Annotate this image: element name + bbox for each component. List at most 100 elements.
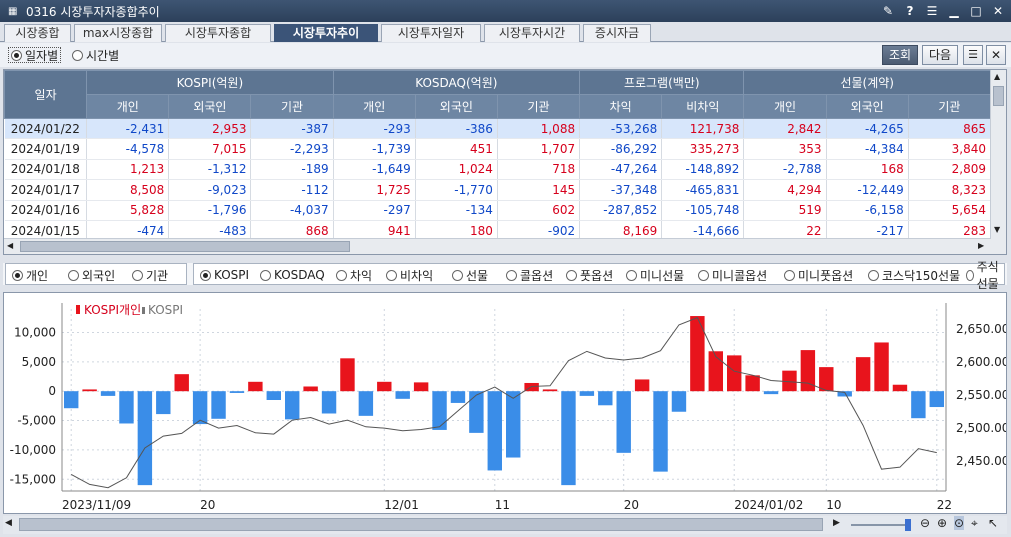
- radio-option[interactable]: 미니풋옵션: [784, 267, 853, 283]
- col-header: 비차익: [661, 94, 745, 119]
- investor-trend-chart: 10,000 5,000 0 -5,000 -10,000 -15,000 2,650.00…: [3, 292, 1009, 514]
- y-right-tick-label: 2,500.00: [956, 421, 1006, 435]
- zoom-fit-icon[interactable]: ⊙: [954, 516, 965, 530]
- radio-option[interactable]: 기관: [132, 267, 168, 283]
- vertical-scroll-thumb[interactable]: [993, 86, 1004, 106]
- col-header: 차익: [579, 94, 663, 119]
- col-header: 기관: [496, 94, 581, 119]
- value-cell: 168: [826, 159, 909, 181]
- chart-scroll-left-icon[interactable]: ◀: [5, 518, 12, 528]
- table-row[interactable]: 2024/01/16 5,828 -1,796 -4,037 -297 -134 602 -2…: [4, 200, 992, 221]
- radio-option[interactable]: 미니선물: [626, 267, 684, 283]
- bar: [874, 342, 889, 392]
- bar: [579, 391, 595, 396]
- radio-option[interactable]: 콜옵션: [506, 267, 553, 283]
- tab-market-funds[interactable]: 증시자금: [583, 24, 651, 42]
- scroll-right-icon[interactable]: ▶: [978, 241, 985, 250]
- close-icon[interactable]: ✕: [992, 4, 1004, 18]
- scroll-down-icon[interactable]: ▼: [994, 225, 1001, 234]
- bar: [432, 391, 447, 430]
- value-cell: -53,268: [579, 118, 663, 140]
- radio-by-time-label: 시간별: [86, 48, 120, 63]
- radio-option[interactable]: 코스닥150선물: [868, 267, 960, 283]
- close-panel-icon[interactable]: ✕: [986, 45, 1006, 65]
- window-controls: ✎ ? ☰ ▁ □ ✕: [881, 4, 1005, 18]
- bar: [395, 391, 410, 399]
- value-cell: -4,578: [86, 138, 170, 160]
- cursor-tool-icon[interactable]: ↖: [988, 516, 999, 530]
- radio-dot: [72, 49, 83, 61]
- radio-option[interactable]: 주식선물: [966, 260, 1004, 291]
- bar: [340, 358, 355, 392]
- radio-label: KOSPI: [214, 268, 250, 282]
- menu-icon[interactable]: ☰: [926, 4, 938, 18]
- pin-icon[interactable]: ✎: [882, 4, 894, 18]
- list-icon[interactable]: ☰: [963, 45, 983, 65]
- date-header: 일자: [3, 70, 88, 119]
- zoom-slider-track[interactable]: [851, 524, 911, 526]
- bar: [855, 357, 871, 392]
- value-cell: 865: [908, 118, 992, 140]
- tab-market-summary[interactable]: 시장종합: [4, 24, 71, 42]
- tab-investor-by-time[interactable]: 시장투자시간: [484, 24, 580, 42]
- bar: [450, 391, 466, 403]
- value-cell: -4,265: [826, 118, 909, 140]
- radio-option[interactable]: 풋옵션: [566, 267, 613, 283]
- tab-investor-summary[interactable]: 시장투자종합: [165, 24, 271, 42]
- bar: [303, 386, 318, 392]
- zoom-out-icon[interactable]: ⊖: [920, 516, 931, 530]
- bar: [266, 391, 281, 400]
- help-icon[interactable]: ?: [906, 4, 914, 18]
- radio-by-time[interactable]: 시간별: [72, 47, 119, 63]
- y-right-tick-label: 2,450.00: [956, 454, 1006, 468]
- grid-vertical-scrollbar[interactable]: ▲ ▼: [990, 70, 1006, 254]
- query-button[interactable]: 조회: [882, 45, 918, 65]
- value-cell: 718: [497, 159, 581, 181]
- table-row[interactable]: 2024/01/22 -2,431 2,953 -387 -293 -386 1,088 -5…: [4, 118, 992, 140]
- radio-dot: [260, 269, 271, 281]
- radio-dot-selected: [11, 49, 22, 61]
- table-row[interactable]: 2024/01/17 8,508 -9,023 -112 1,725 -1,770 145-…: [4, 179, 992, 201]
- col-header: 기관: [250, 94, 334, 119]
- x-tick-label: 2024/01/02: [734, 498, 803, 512]
- value-cell: 5,828: [86, 200, 170, 221]
- group-header-futures: 선물(계약): [743, 70, 991, 95]
- zoom-slider-handle[interactable]: [905, 519, 911, 531]
- radio-option[interactable]: 선물: [452, 267, 488, 283]
- grid-horizontal-scrollbar[interactable]: ◀ ▶: [4, 238, 991, 254]
- next-button[interactable]: 다음: [922, 45, 958, 65]
- radio-label: 외국인: [82, 268, 116, 283]
- y-left-tick-label: 0: [48, 384, 56, 398]
- crosshair-icon[interactable]: ⌖: [971, 516, 978, 530]
- radio-option[interactable]: 비차익: [386, 267, 433, 283]
- table-row[interactable]: 2024/01/18 1,213 -1,312 -189 -1,649 1,024 718-…: [4, 159, 992, 181]
- radio-option[interactable]: 미니콜옵션: [698, 267, 767, 283]
- value-cell: 4,294: [743, 179, 827, 201]
- radio-option[interactable]: KOSPI: [200, 267, 249, 283]
- radio-option[interactable]: 개인: [12, 267, 48, 283]
- radio-option[interactable]: 외국인: [68, 267, 115, 283]
- radio-option[interactable]: 차익: [336, 267, 372, 283]
- bar: [100, 391, 116, 396]
- minimize-icon[interactable]: ▁: [949, 4, 959, 18]
- y-left-tick-label: -10,000: [10, 443, 56, 457]
- chart-scroll-thumb[interactable]: [19, 518, 823, 531]
- table-row[interactable]: 2024/01/19 -4,578 7,015 -2,293 -1,739 451 1,70…: [4, 138, 992, 160]
- radio-label: 미니풋옵션: [798, 268, 854, 283]
- zoom-in-icon[interactable]: ⊕: [937, 516, 948, 530]
- scroll-up-icon[interactable]: ▲: [994, 72, 1001, 81]
- tab-max-market-summary[interactable]: max시장종합: [74, 24, 162, 42]
- date-cell: 2024/01/15: [4, 220, 88, 242]
- bar: [524, 382, 539, 392]
- bar: [487, 391, 502, 471]
- tab-investor-by-date[interactable]: 시장투자일자: [381, 24, 481, 42]
- radio-label: 기관: [146, 268, 169, 283]
- radio-option[interactable]: KOSDAQ: [260, 267, 325, 283]
- chart-scroll-right-icon[interactable]: ▶: [833, 518, 840, 528]
- horizontal-scroll-thumb[interactable]: [20, 241, 350, 252]
- bar: [561, 391, 576, 486]
- scroll-left-icon[interactable]: ◀: [7, 241, 14, 250]
- maximize-icon[interactable]: □: [970, 4, 982, 18]
- radio-by-date[interactable]: 일자별: [8, 47, 62, 63]
- tab-investor-trend[interactable]: 시장투자추이: [274, 24, 378, 42]
